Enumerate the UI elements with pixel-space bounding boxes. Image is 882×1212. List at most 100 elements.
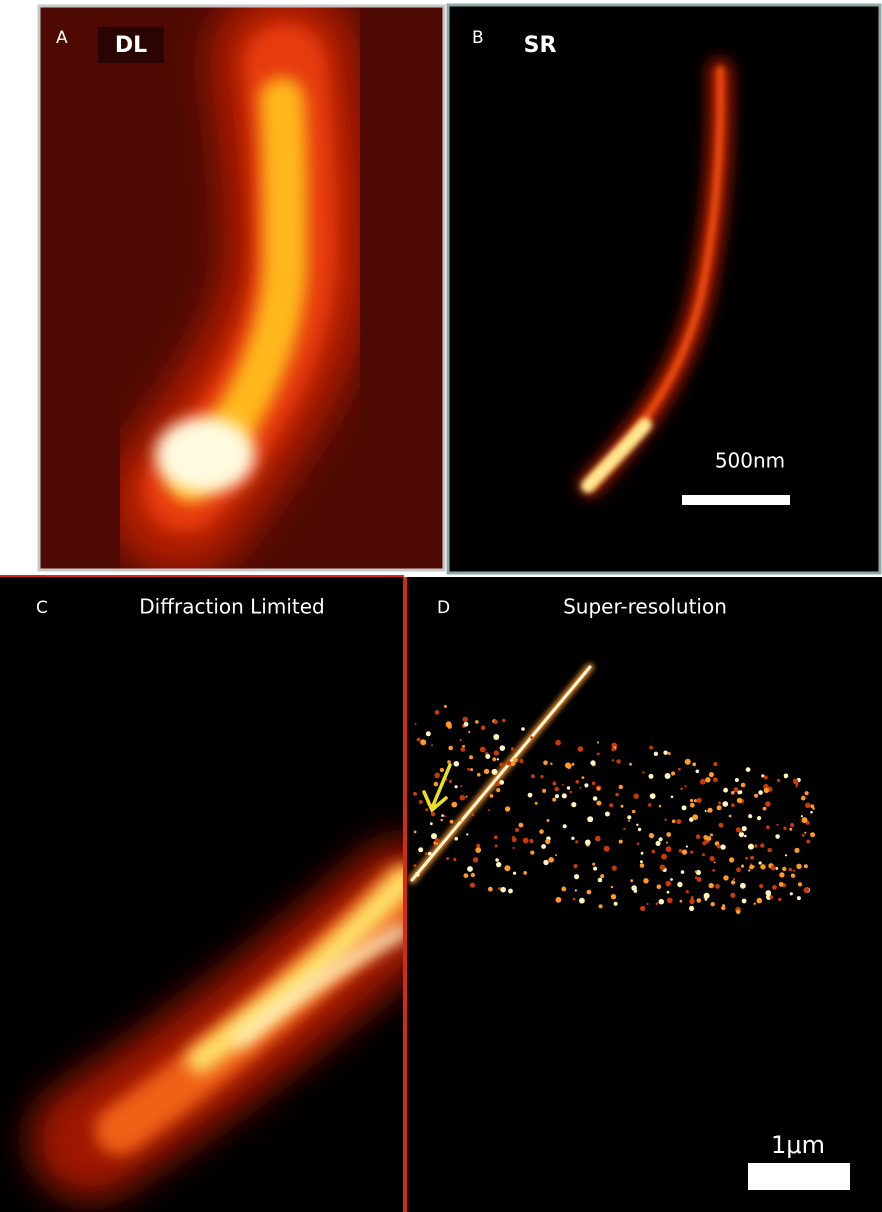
speckle: [647, 903, 649, 905]
speckle: [500, 887, 506, 893]
panel-letter: A: [56, 28, 68, 48]
speckle: [672, 820, 676, 824]
speckle: [640, 906, 645, 911]
speckle: [806, 840, 810, 844]
speckle: [493, 734, 499, 740]
speckle: [681, 870, 685, 874]
speckle: [597, 753, 600, 756]
speckle: [793, 779, 798, 784]
speckle: [476, 844, 480, 848]
speckle: [741, 783, 746, 788]
speckle: [784, 775, 787, 778]
speckle: [504, 865, 510, 871]
speckle: [736, 867, 741, 872]
speckle: [641, 852, 644, 855]
speckle: [708, 808, 713, 813]
speckle: [686, 845, 688, 847]
panel-d-background: [406, 577, 882, 1212]
page: A DL B SR 500nm C Diffraction Limited D …: [0, 0, 882, 1212]
speckle: [714, 861, 716, 863]
speckle: [499, 780, 504, 785]
speckle: [460, 739, 462, 741]
speckle: [771, 865, 776, 870]
speckle: [729, 815, 732, 818]
speckle: [748, 814, 752, 818]
speckle: [789, 868, 793, 872]
speckle: [665, 773, 671, 779]
speckle: [467, 768, 470, 771]
speckle: [676, 819, 681, 824]
speckle: [794, 848, 799, 853]
speckle: [801, 796, 806, 801]
speckle: [757, 816, 761, 820]
speckle: [802, 817, 808, 823]
speckle: [793, 870, 795, 872]
speckle: [729, 857, 734, 862]
speckle: [634, 794, 639, 799]
speckle: [511, 747, 514, 750]
speckle: [506, 761, 511, 766]
speckle: [461, 747, 466, 752]
speckle: [528, 793, 533, 798]
speckle: [754, 794, 758, 798]
speckle: [770, 895, 774, 899]
speckle: [649, 746, 653, 750]
speckle: [552, 782, 556, 786]
speckle: [488, 809, 490, 811]
speckle: [719, 823, 724, 828]
speckle: [638, 828, 641, 831]
speckle: [574, 874, 579, 879]
speckle: [660, 865, 666, 871]
speckle: [469, 755, 473, 759]
speckle: [791, 874, 795, 878]
speckle: [454, 837, 458, 841]
speckle: [485, 754, 490, 759]
speckle: [805, 803, 811, 809]
speckle: [599, 904, 603, 908]
panel-c: [0, 577, 404, 1212]
speckle: [642, 771, 644, 773]
speckle: [535, 802, 538, 805]
speckle: [775, 867, 778, 870]
speckle: [649, 774, 654, 779]
speckle: [810, 832, 815, 837]
speckle: [750, 856, 754, 860]
speckle: [494, 750, 499, 755]
speckle: [748, 870, 750, 872]
speckle: [678, 768, 681, 771]
speckle: [563, 824, 567, 828]
speckle: [722, 801, 728, 807]
speckle: [595, 836, 601, 842]
speckle: [795, 785, 797, 787]
speckle: [440, 768, 444, 772]
speckle: [614, 902, 618, 906]
speckle: [418, 847, 423, 852]
speckle: [760, 864, 765, 869]
speckle: [652, 850, 656, 854]
speckle: [690, 851, 693, 854]
speckle: [502, 719, 506, 723]
speckle: [733, 878, 735, 880]
speckle: [619, 785, 623, 789]
speckle: [637, 843, 640, 846]
speckle: [736, 910, 740, 914]
speckle: [657, 884, 662, 889]
speckle: [692, 762, 696, 766]
speckle: [779, 882, 784, 887]
speckle: [705, 810, 707, 812]
speckle: [630, 879, 633, 882]
speckle: [481, 725, 486, 730]
scale-bar-label: 500nm: [715, 449, 785, 473]
speckle: [691, 897, 694, 900]
speckle: [697, 798, 702, 803]
speckle: [473, 857, 478, 862]
speckle: [682, 849, 687, 854]
speckle: [772, 885, 777, 890]
speckle: [711, 902, 715, 906]
speckle: [555, 794, 559, 798]
speckle: [789, 828, 792, 831]
speckle: [785, 854, 787, 856]
speckle: [455, 785, 458, 788]
speckle: [803, 887, 809, 893]
speckle: [682, 805, 687, 810]
